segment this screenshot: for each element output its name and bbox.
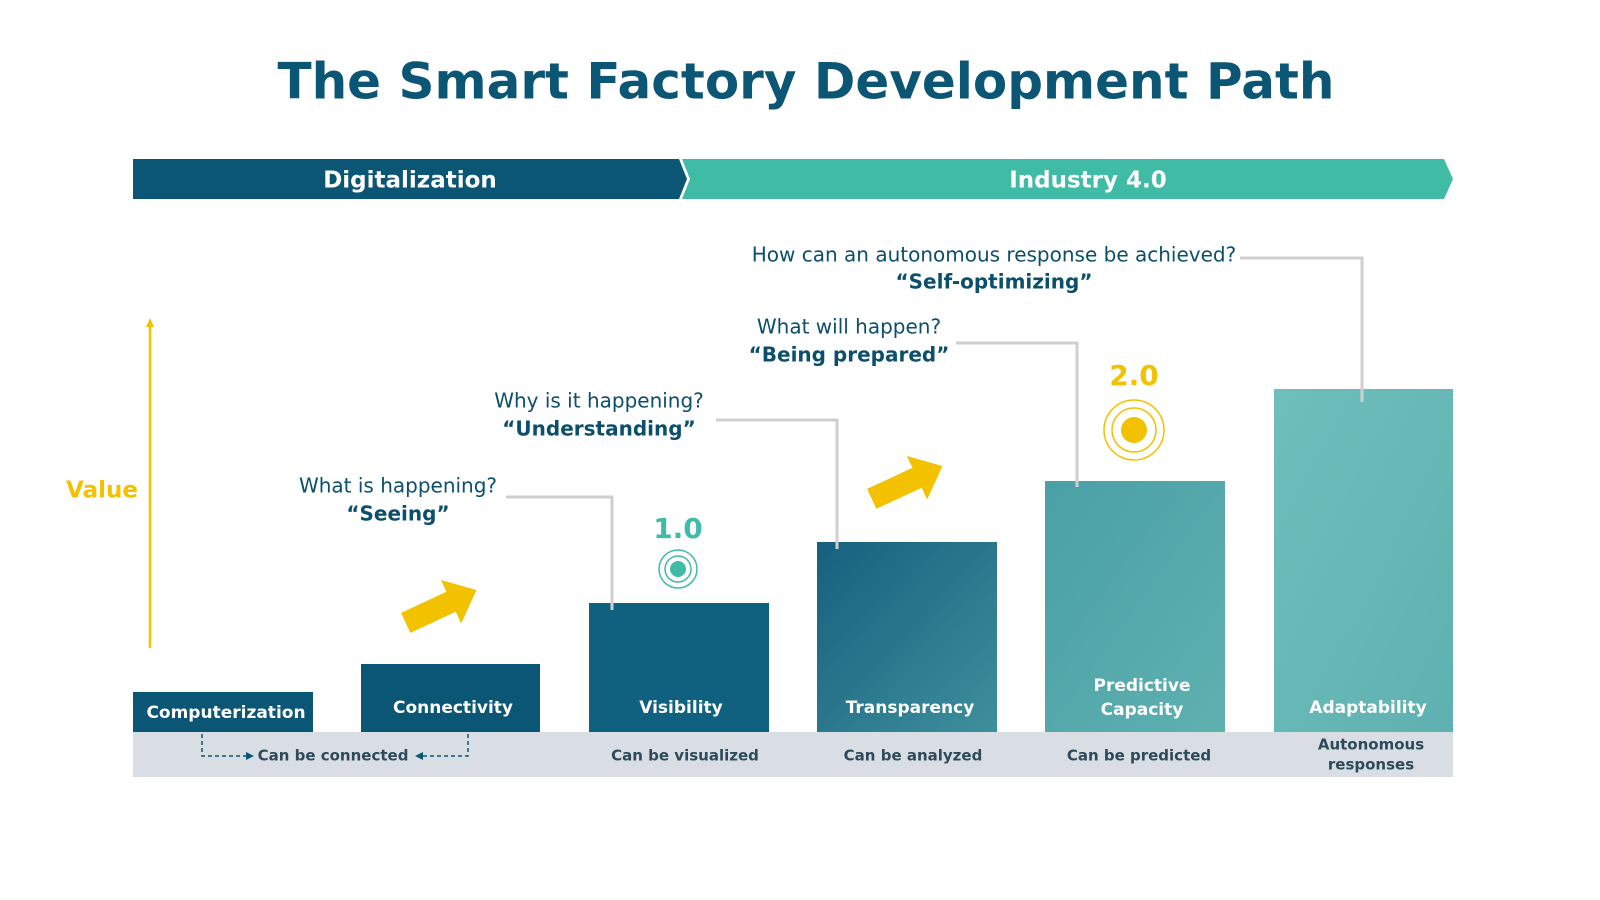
milestone-icon	[1121, 417, 1147, 443]
question: How can an autonomous response be achiev…	[752, 243, 1236, 267]
connector	[422, 734, 469, 757]
stage-label: Computerization	[146, 703, 305, 723]
answer: “Understanding”	[502, 417, 695, 441]
stage-label: Connectivity	[393, 698, 513, 718]
milestone: 1.0	[653, 512, 703, 545]
caption: Can be connected	[258, 747, 409, 765]
answer: “Self-optimizing”	[896, 270, 1093, 294]
stage-label: Transparency	[846, 698, 975, 718]
caption: responses	[1328, 756, 1414, 774]
connector-head	[415, 752, 423, 760]
phase-banner	[133, 159, 687, 199]
stage-bar	[1274, 389, 1453, 732]
caption: Autonomous	[1318, 736, 1424, 754]
value-axis-head	[146, 318, 154, 327]
stage-bar	[1045, 481, 1225, 732]
stage-label: Predictive	[1093, 676, 1190, 696]
progress-arrow	[867, 456, 943, 509]
question: What will happen?	[757, 315, 941, 339]
milestone-icon	[658, 549, 698, 589]
caption: Can be analyzed	[844, 747, 983, 765]
stage-bar	[361, 664, 540, 732]
stage-bar	[133, 692, 313, 732]
leader-line	[1240, 256, 1364, 402]
stage-bar	[817, 542, 997, 732]
caption: Can be visualized	[611, 747, 759, 765]
leader-line	[956, 341, 1079, 487]
phase-label: Industry 4.0	[1009, 168, 1167, 194]
milestone-icon	[1111, 407, 1157, 453]
phase-label: Digitalization	[323, 168, 497, 194]
answer: “Being prepared”	[749, 343, 950, 367]
question: Why is it happening?	[494, 389, 704, 413]
caption-strip	[133, 732, 1453, 777]
milestone-icon	[1103, 399, 1165, 461]
axis-label: Value	[66, 478, 138, 504]
stage-label: Visibility	[639, 698, 723, 718]
milestone-icon	[664, 555, 692, 583]
connector-head	[246, 752, 254, 760]
stage-bar	[589, 603, 769, 732]
phase-banner	[682, 159, 1453, 199]
caption: Can be predicted	[1067, 747, 1211, 765]
stage-label: Adaptability	[1309, 698, 1426, 718]
stage-label: Capacity	[1101, 700, 1184, 720]
milestone-icon	[670, 561, 686, 577]
milestone: 2.0	[1109, 359, 1159, 392]
title: The Smart Factory Development Path	[277, 53, 1334, 111]
question: What is happening?	[299, 474, 497, 498]
progress-arrow	[401, 580, 477, 633]
leader-line	[716, 418, 839, 549]
answer: “Seeing”	[346, 502, 449, 526]
connector	[201, 734, 248, 757]
leader-line	[506, 495, 614, 610]
